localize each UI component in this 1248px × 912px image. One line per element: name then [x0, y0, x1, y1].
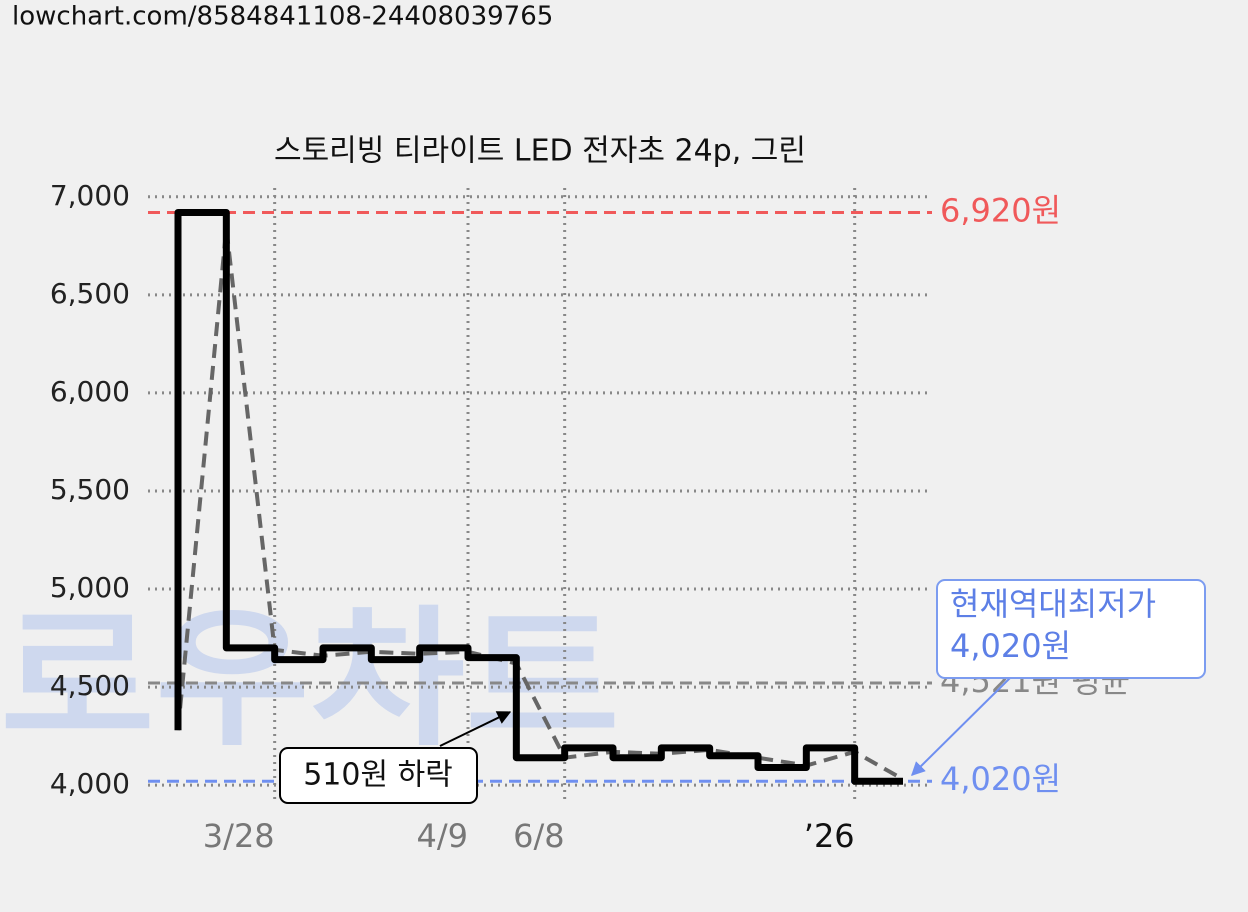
y-tick-label: 5,000	[50, 571, 130, 604]
annotation-box	[279, 747, 478, 804]
annotation-arrow	[439, 711, 512, 747]
reference-label: 4,020원	[940, 760, 1061, 798]
series-line	[174, 208, 903, 785]
y-tick-label: 4,000	[50, 767, 130, 800]
chart-title: 스토리빙 티라이트 LED 전자초 24p, 그린	[274, 134, 806, 169]
annotation-box	[936, 579, 1206, 679]
series-line	[176, 226, 904, 782]
source-url: lowchart.com/8584841108-24408039765	[12, 2, 553, 32]
y-tick-label: 7,000	[50, 179, 130, 212]
annotation-text: 현재역대최저가	[950, 585, 1156, 623]
reference-label: 6,920원	[940, 191, 1061, 229]
x-tick-label: ’26	[804, 817, 855, 855]
y-tick-label: 5,500	[50, 473, 130, 506]
annotation-arrow	[911, 677, 1011, 776]
x-tick-label: 6/8	[513, 817, 565, 855]
y-tick-label: 4,500	[50, 669, 130, 702]
x-tick-label: 3/28	[203, 817, 275, 855]
y-tick-label: 6,500	[50, 277, 130, 310]
x-tick-label: 4/9	[417, 817, 469, 855]
y-tick-label: 6,000	[50, 375, 130, 408]
annotation-text: 510원 하락	[303, 758, 453, 793]
annotation-text: 4,020원	[950, 627, 1071, 665]
